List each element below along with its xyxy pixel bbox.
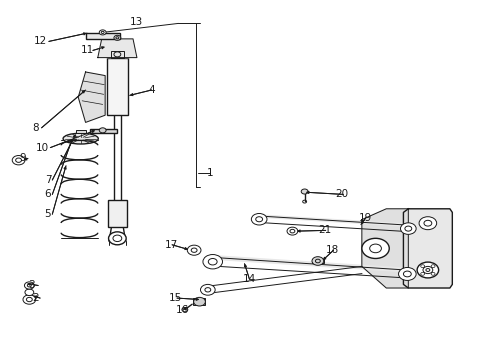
Bar [107,200,127,227]
Text: 18: 18 [325,245,339,255]
Circle shape [24,282,34,289]
Text: 4: 4 [148,85,155,95]
Circle shape [113,235,122,242]
Circle shape [25,289,34,296]
Text: 2: 2 [32,293,39,303]
Ellipse shape [63,133,98,144]
Circle shape [418,217,436,230]
Text: 12: 12 [33,36,47,46]
Circle shape [203,255,222,269]
Polygon shape [403,209,451,288]
Circle shape [301,189,307,194]
Bar [90,129,117,133]
Text: 11: 11 [80,45,94,55]
Polygon shape [98,39,137,58]
Circle shape [311,257,323,265]
Circle shape [187,245,201,255]
Text: 7: 7 [45,175,52,185]
Circle shape [361,238,388,258]
Circle shape [114,35,121,40]
Circle shape [99,128,106,133]
Polygon shape [361,209,407,288]
Text: 21: 21 [318,225,331,235]
Text: 3: 3 [28,280,35,291]
Text: 6: 6 [44,189,51,199]
Bar [311,259,323,263]
Text: 15: 15 [168,293,182,303]
Text: 17: 17 [164,240,178,250]
Text: 1: 1 [206,168,213,178]
Circle shape [251,213,266,225]
Bar [193,298,205,305]
Text: 10: 10 [36,143,49,153]
Circle shape [200,284,215,295]
Text: 8: 8 [32,123,39,133]
Bar [85,33,120,39]
Bar [106,58,128,115]
Circle shape [114,52,121,57]
Circle shape [182,307,187,312]
Text: 20: 20 [335,189,348,199]
Bar [76,130,85,133]
Text: 13: 13 [130,17,143,27]
Circle shape [193,297,205,306]
Circle shape [108,232,126,245]
Circle shape [400,223,415,234]
Circle shape [23,295,36,304]
Circle shape [398,267,415,280]
Text: 16: 16 [176,305,189,315]
Text: 5: 5 [44,209,51,219]
Circle shape [416,262,438,278]
Text: 14: 14 [242,274,256,284]
Circle shape [286,227,297,235]
Circle shape [99,30,106,35]
Bar [110,51,124,58]
Polygon shape [78,72,105,122]
Circle shape [116,37,119,39]
Circle shape [12,156,25,165]
Text: 9: 9 [19,153,26,163]
Text: 19: 19 [358,213,372,223]
